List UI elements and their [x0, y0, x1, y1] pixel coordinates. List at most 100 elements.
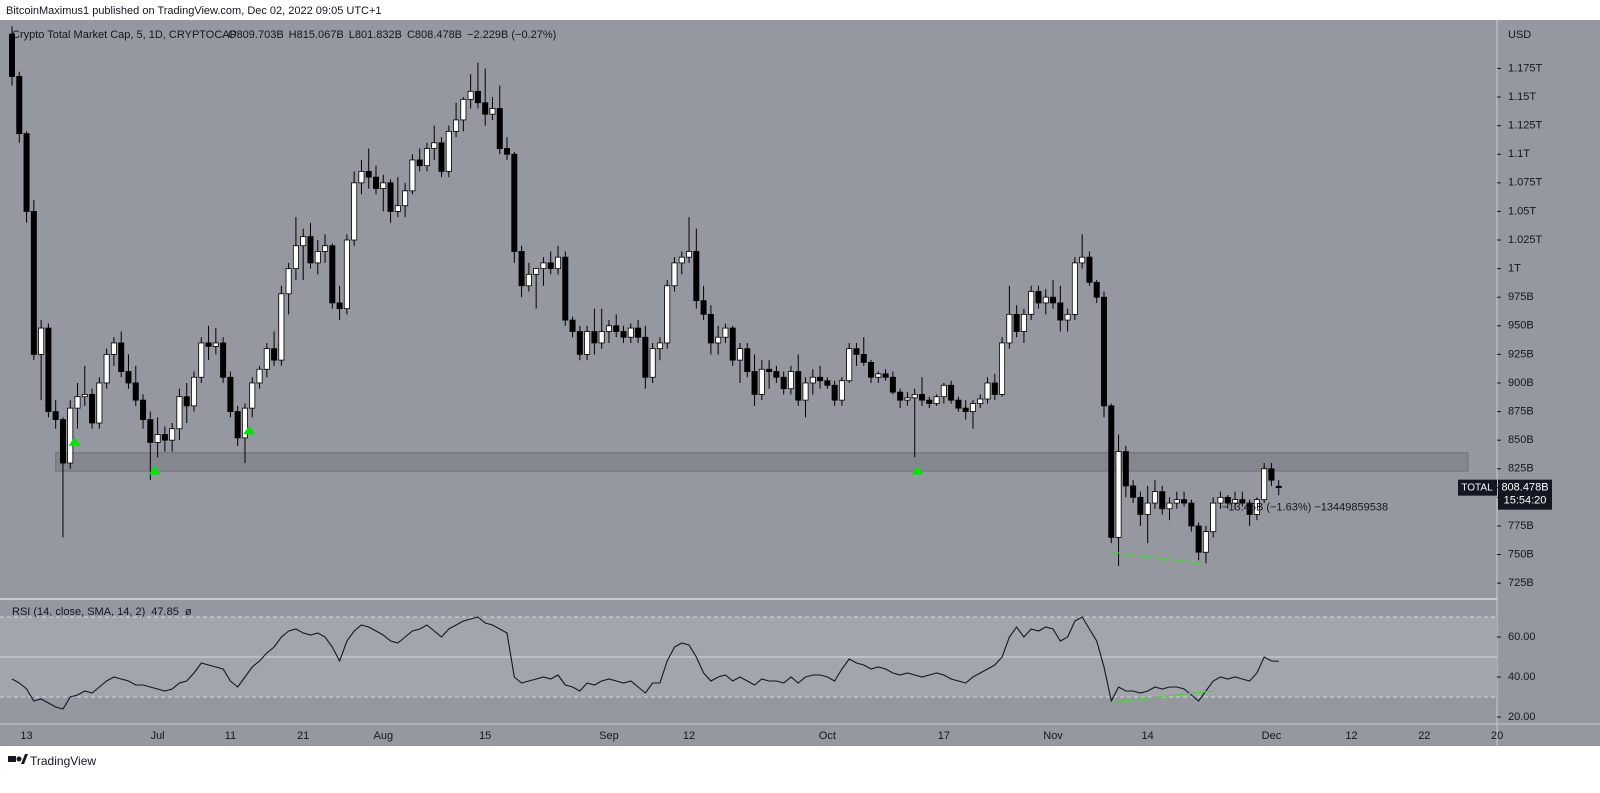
currency: USD: [1508, 29, 1531, 41]
rsi-title: RSI (14, close, SMA, 14, 2): [12, 606, 145, 618]
publisher: BitcoinMaximus1 published on TradingView…: [6, 5, 382, 17]
ohlc-key: L: [349, 29, 355, 41]
candle-body: [227, 376, 234, 412]
signal-marker: [68, 436, 81, 446]
y-tick-label: 1.1T: [1508, 148, 1530, 160]
y-tick-label: 725B: [1508, 577, 1534, 589]
candle-body: [948, 384, 955, 401]
candle-body: [45, 327, 52, 412]
candle-body: [889, 376, 896, 393]
candle-body: [198, 342, 205, 378]
candle-body: [307, 236, 314, 264]
candle-body: [780, 376, 787, 390]
y-tick-label: 875B: [1508, 405, 1534, 417]
y-tick-label: 825B: [1508, 463, 1534, 475]
candle-body: [1217, 496, 1224, 504]
candle-body: [1188, 502, 1195, 527]
chart-title: Crypto Total Market Cap, 5, 1D, CRYPTOCA…: [12, 29, 237, 41]
candle-body: [824, 380, 831, 386]
candle-body: [1181, 499, 1188, 504]
candle-body: [118, 342, 125, 372]
candle-body: [110, 342, 117, 355]
candle-body: [1253, 499, 1260, 515]
candle-body: [1261, 468, 1268, 501]
candle-body: [860, 353, 867, 363]
candle-body: [766, 368, 773, 372]
candle-body: [1006, 313, 1013, 344]
candle-body: [263, 348, 270, 370]
candle-body: [1013, 313, 1020, 332]
x-tick-label: 12: [683, 730, 695, 742]
x-tick-label: 17: [938, 730, 950, 742]
candle-body: [977, 398, 984, 404]
candle-body: [846, 348, 853, 382]
candle-body: [875, 373, 882, 378]
ohlc-value: 808.478B: [415, 29, 462, 41]
candle-body: [933, 396, 940, 404]
candle-body: [1275, 485, 1282, 489]
y-tick-label: 1.175T: [1508, 62, 1543, 74]
candle-body: [962, 407, 969, 412]
candle-body: [533, 268, 540, 275]
x-tick-label: 22: [1418, 730, 1430, 742]
candle-body: [103, 353, 110, 384]
y-tick-label: 975B: [1508, 291, 1534, 303]
countdown: 15:54:20: [1504, 495, 1547, 507]
candle-body: [1093, 281, 1100, 298]
candle-body: [1137, 496, 1144, 515]
ohlc-values: O809.703B H815.067B L801.832B C808.478B −2.2…: [228, 29, 556, 41]
candle-body: [678, 256, 685, 264]
candle-body: [613, 325, 620, 332]
candle-body: [190, 376, 197, 407]
candle-body: [569, 319, 576, 332]
rsi-last: 47.85: [151, 606, 179, 618]
candle-body: [380, 182, 387, 189]
candle-body: [744, 348, 751, 372]
rsi-tick-label: 40.00: [1508, 671, 1536, 683]
y-tick-label: 1.075T: [1508, 177, 1543, 189]
candle-body: [467, 90, 474, 100]
candle-body: [926, 399, 933, 404]
candle-body: [249, 382, 256, 409]
symbol-box: [1458, 479, 1497, 496]
candle-body: [511, 153, 518, 252]
candle-body: [729, 327, 736, 361]
support-zone: [55, 452, 1469, 472]
candle-body: [1108, 405, 1115, 538]
rsi-trendline: [1111, 690, 1214, 703]
candle-body: [562, 256, 569, 321]
candle-body: [795, 371, 802, 401]
y-tick-label: 925B: [1508, 348, 1534, 360]
candle-body: [882, 373, 889, 378]
candle-body: [787, 371, 794, 390]
candle-body: [402, 190, 409, 207]
last-price-label: 808.478B: [1501, 482, 1548, 494]
candle-body: [16, 76, 23, 135]
candle-body: [627, 327, 634, 338]
candle-body: [292, 245, 299, 270]
candle-body: [802, 382, 809, 401]
candle-body: [555, 256, 562, 270]
candle-body: [919, 394, 926, 401]
candle-body: [96, 382, 103, 424]
candle-body: [176, 396, 183, 430]
candle-body: [1151, 491, 1158, 504]
signal-marker: [911, 465, 924, 475]
measure-label: −13.45B (−1.63%) −13449859538: [1222, 502, 1388, 514]
candle-body: [911, 394, 918, 399]
candle-body: [1130, 485, 1137, 498]
candle-body: [30, 211, 37, 355]
candle-body: [285, 268, 292, 295]
candle-body: [1173, 499, 1180, 504]
rsi-tick-label: 20.00: [1508, 711, 1536, 723]
brand: TradingView: [30, 754, 96, 768]
y-tick-label: 1.125T: [1508, 120, 1543, 132]
y-tick-label: 1.15T: [1508, 91, 1536, 103]
candle-body: [234, 411, 241, 439]
candle-body: [584, 331, 591, 355]
x-tick-label: Nov: [1043, 730, 1063, 742]
candle-body: [868, 361, 875, 378]
candle-body: [220, 342, 227, 378]
candle-body: [809, 376, 816, 384]
x-tick-label: Sep: [599, 730, 619, 742]
